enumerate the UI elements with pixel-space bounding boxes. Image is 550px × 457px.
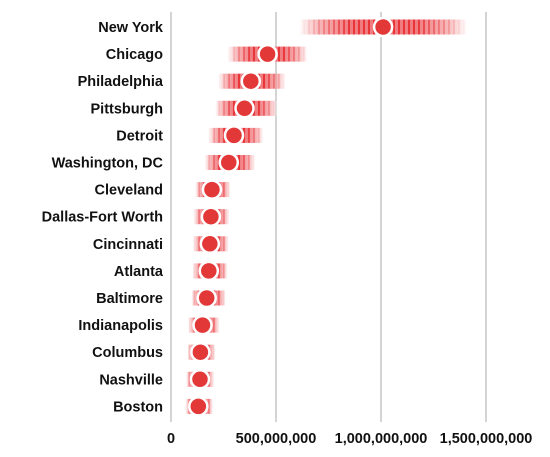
category-label-columbus: Columbus — [92, 345, 163, 361]
value-dots — [188, 16, 394, 417]
value-dot-chicago — [257, 43, 278, 65]
value-dot-dallas-fort-worth — [200, 206, 222, 227]
category-label-boston: Boston — [113, 399, 163, 415]
category-label-detroit: Detroit — [116, 128, 163, 144]
category-label-atlanta: Atlanta — [114, 264, 164, 280]
value-dot-cincinnati — [199, 233, 221, 255]
category-label-new-york: New York — [98, 20, 164, 36]
value-dot-nashville — [189, 369, 211, 390]
category-label-indianapolis: Indianapolis — [78, 318, 163, 334]
x-tick-label: 1,000,000,000 — [335, 431, 428, 447]
value-dot-washington-dc — [218, 152, 239, 173]
x-axis-tick-labels: 0 500,000,000 1,000,000,000 1,500,000,000 — [167, 431, 532, 447]
category-label-washington-dc: Washington, DC — [52, 156, 164, 172]
category-label-chicago: Chicago — [106, 47, 163, 63]
category-label-philadelphia: Philadelphia — [78, 74, 164, 90]
value-dot-cleveland — [201, 179, 223, 200]
value-dot-columbus — [190, 341, 211, 363]
value-dot-boston — [188, 396, 209, 417]
range-bars — [185, 19, 468, 414]
category-label-cincinnati: Cincinnati — [93, 237, 163, 253]
category-labels: New York Chicago Philadelphia Pittsburgh Det… — [42, 20, 164, 415]
x-tick-label: 0 — [167, 431, 175, 447]
x-tick-label: 500,000,000 — [236, 431, 317, 447]
value-dot-philadelphia — [240, 70, 262, 92]
category-label-nashville: Nashville — [99, 372, 163, 388]
category-label-baltimore: Baltimore — [96, 291, 163, 307]
x-tick-label: 1,500,000,000 — [440, 431, 533, 447]
value-dot-detroit — [223, 125, 245, 146]
category-label-pittsburgh: Pittsburgh — [91, 101, 164, 117]
value-dot-new-york — [372, 16, 394, 38]
value-dot-indianapolis — [192, 314, 213, 336]
value-dot-baltimore — [196, 287, 217, 309]
category-label-dallas-fort-worth: Dallas-Fort Worth — [42, 210, 163, 226]
value-dot-pittsburgh — [234, 98, 255, 119]
category-label-cleveland: Cleveland — [95, 183, 164, 199]
value-dot-atlanta — [198, 260, 220, 282]
